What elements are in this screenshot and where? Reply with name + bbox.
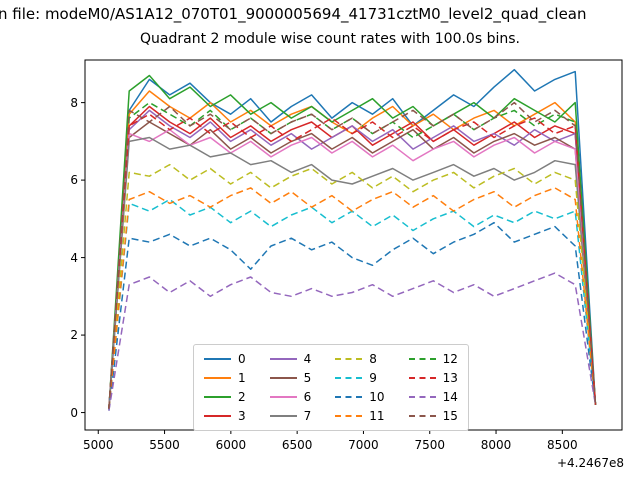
legend-line-sample [204,358,231,360]
legend-entry-label: 7 [303,409,312,423]
legend-entry-10: 10 [335,389,385,405]
legend-entry-0: 0 [204,351,246,367]
series-line-15 [108,101,597,409]
legend-line-sample [269,377,297,379]
series-line-8 [108,163,597,409]
legend-line-sample [408,415,436,417]
legend-entry-4: 4 [269,351,312,367]
legend-entry-label: 14 [442,390,458,404]
legend-entry-label: 3 [238,409,246,423]
legend-entry-label: 9 [369,371,377,385]
legend-entry-label: 8 [369,352,377,366]
legend-entry-label: 1 [238,371,246,385]
legend-entry-14: 14 [408,389,458,405]
legend-line-sample [408,377,436,379]
x-axis-offset-label: +4.2467e8 [556,456,624,470]
legend-entry-label: 11 [369,409,385,423]
legend-line-sample [408,358,436,360]
legend-entry-1: 1 [204,370,246,386]
legend-entry-label: 13 [442,371,458,385]
legend-line-sample [269,358,297,360]
legend-entry-9: 9 [335,370,384,386]
legend-entry-5: 5 [269,370,312,386]
legend-line-sample [269,415,297,417]
legend-line-sample [408,396,436,398]
legend-entry-2: 2 [204,389,246,405]
legend-entry-label: 6 [303,390,312,404]
legend-entry-label: 12 [442,352,458,366]
axes-title: Quadrant 2 module wise count rates with … [140,31,520,47]
legend-line-sample [269,396,297,398]
legend: 0 1 2 3 4 5 6 7 8 9 10 11 12 13 14 15 [193,344,469,431]
legend-entry-15: 15 [408,408,458,424]
legend-entry-label: 0 [238,352,246,366]
series-line-4 [108,109,597,409]
series-line-2 [108,74,597,409]
legend-line-sample [335,358,363,360]
series-line-13 [108,113,597,409]
legend-entry-3: 3 [204,408,246,424]
legend-line-sample [204,396,231,398]
legend-entry-11: 11 [335,408,385,424]
legend-entry-8: 8 [335,351,384,367]
legend-line-sample [335,396,363,398]
series-line-11 [108,187,597,409]
legend-entry-6: 6 [269,389,312,405]
legend-entry-label: 4 [303,352,312,366]
series-line-7 [108,136,597,409]
legend-line-sample [335,377,363,379]
legend-entry-label: 2 [238,390,246,404]
series-line-10 [108,221,597,411]
legend-entry-label: 15 [442,409,458,423]
legend-entry-12: 12 [408,351,458,367]
series-line-0 [108,68,597,409]
legend-entry-label: 10 [369,390,385,404]
suptitle: n file: modeM0/AS1A12_070T01_9000005694_… [0,5,587,23]
legend-line-sample [204,377,231,379]
series-line-14 [108,272,597,411]
legend-entry-label: 5 [303,371,312,385]
legend-entry-13: 13 [408,370,458,386]
legend-entry-7: 7 [269,408,312,424]
legend-line-sample [204,415,231,417]
legend-line-sample [335,415,363,417]
